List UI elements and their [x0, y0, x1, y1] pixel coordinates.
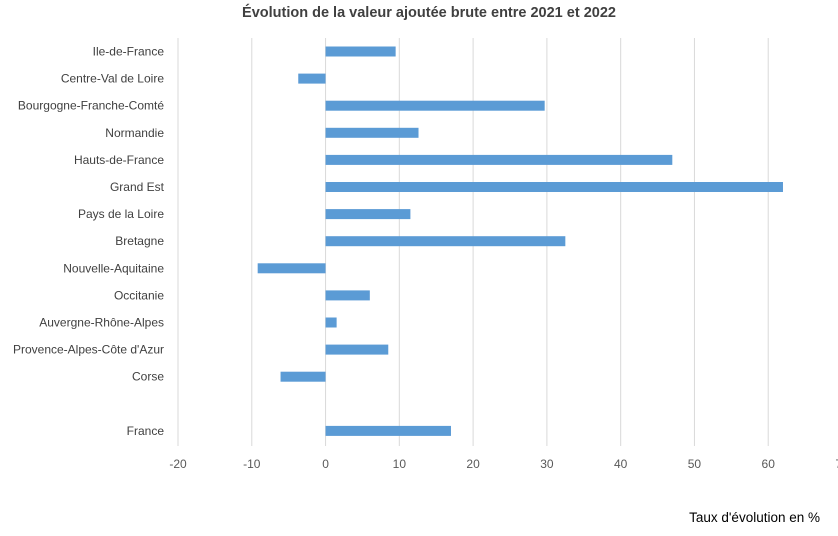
category-labels: Ile-de-France Centre-Val de Loire Bourgogn…: [13, 45, 165, 438]
x-tick-label: -20: [169, 457, 187, 471]
category-label: Centre-Val de Loire: [61, 72, 164, 86]
bars: [257, 46, 783, 436]
x-axis-tick-labels: -20 -10 0 10 20 30 40 50 60 70: [169, 457, 838, 471]
category-label: Auvergne-Rhône-Alpes: [39, 316, 164, 330]
bar: [257, 263, 326, 274]
x-tick-label: 50: [688, 457, 702, 471]
bar: [325, 344, 389, 355]
x-tick-label: 30: [540, 457, 554, 471]
bar: [325, 236, 566, 247]
category-label: France: [127, 424, 165, 438]
category-label: Corse: [132, 370, 164, 384]
category-label: Provence-Alpes-Côte d'Azur: [13, 343, 164, 357]
bar: [325, 100, 545, 111]
x-axis-label: Taux d'évolution en %: [689, 510, 820, 525]
chart-title: Évolution de la valeur ajoutée brute ent…: [242, 5, 616, 21]
bar: [325, 154, 673, 165]
category-label: Hauts-de-France: [74, 153, 164, 167]
x-tick-label: -10: [243, 457, 261, 471]
bar: [325, 209, 411, 220]
bar: [280, 371, 326, 382]
bar: [325, 290, 370, 301]
bar: [298, 73, 326, 84]
bar: [325, 127, 419, 138]
bar: [325, 182, 783, 192]
x-tick-label: 70: [835, 457, 838, 471]
category-label: Bourgogne-Franche-Comté: [18, 99, 164, 113]
category-label: Bretagne: [115, 234, 164, 248]
category-label: Normandie: [105, 126, 164, 140]
x-tick-label: 0: [322, 457, 329, 471]
bar: [325, 317, 337, 328]
category-label: Occitanie: [114, 288, 164, 302]
bar: [325, 425, 451, 436]
x-tick-label: 40: [614, 457, 628, 471]
x-tick-label: 60: [762, 457, 776, 471]
category-label: Grand Est: [110, 180, 165, 194]
category-label: Ile-de-France: [93, 45, 165, 59]
x-tick-label: 20: [466, 457, 480, 471]
category-label: Pays de la Loire: [78, 207, 164, 221]
category-label: Nouvelle-Aquitaine: [63, 261, 164, 275]
x-tick-label: 10: [393, 457, 407, 471]
bar: [325, 46, 396, 57]
